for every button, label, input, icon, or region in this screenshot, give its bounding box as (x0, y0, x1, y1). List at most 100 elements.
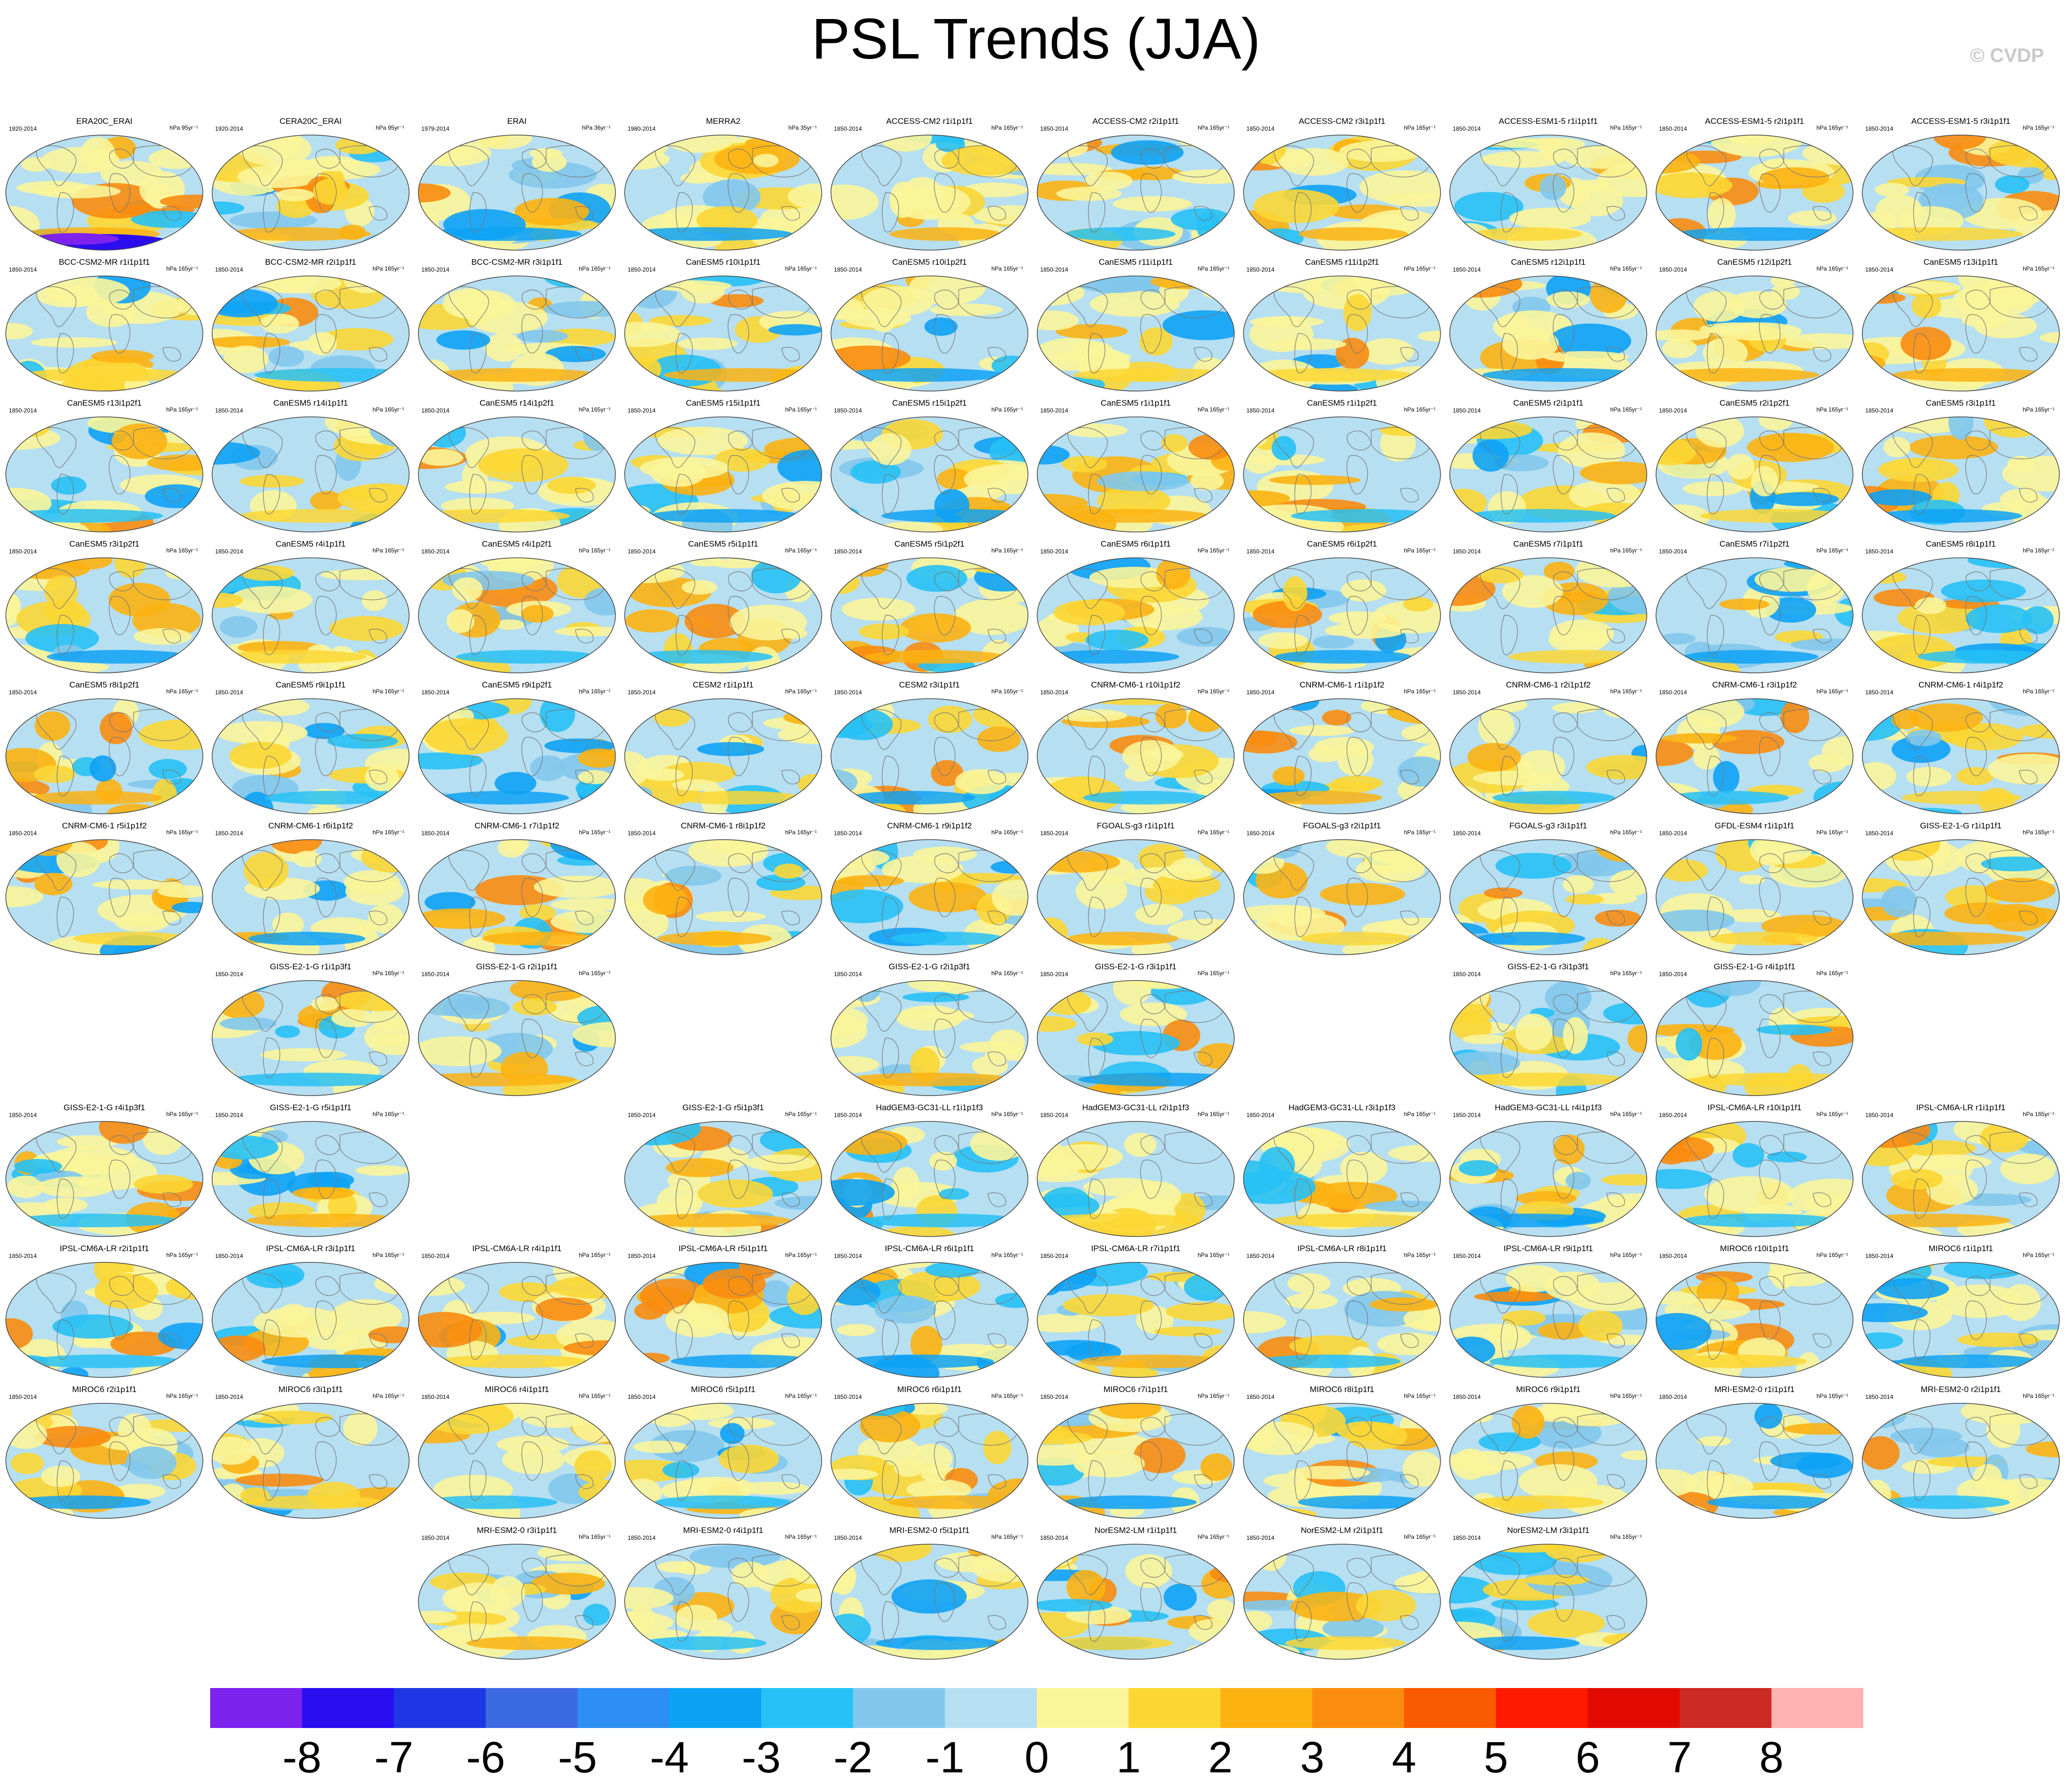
panel-units: hPa 165yr⁻¹ (166, 265, 198, 272)
globe-map (1656, 1121, 1854, 1237)
globe-map (5, 416, 203, 532)
panel-years: 1850-2014 (421, 1394, 450, 1400)
panel-years: 1850-2014 (1453, 971, 1481, 978)
map-panel: CanESM5 r4i1p1f1 1850-2014 hPa 165yr⁻¹ (208, 537, 413, 679)
panel-years: 1850-2014 (834, 1112, 862, 1119)
globe-map (212, 557, 410, 673)
panel-years: 1850-2014 (1453, 1112, 1481, 1119)
map-panel: MRI-ESM2-0 r5i1p1f1 1850-2014 hPa 165yr⁻¹ (827, 1524, 1032, 1665)
globe-map (1037, 980, 1235, 1096)
panel-title: IPSL-CM6A-LR r10i1p1f1 (1707, 1103, 1802, 1112)
map-panel: CESM2 r1i1p1f1 1850-2014 hPa 165yr⁻¹ (621, 678, 826, 820)
globe-map (624, 416, 822, 532)
map-panel: CanESM5 r5i1p1f1 1850-2014 hPa 165yr⁻¹ (621, 537, 826, 679)
panel-title: CNRM-CM6-1 r10i1p1f2 (1091, 680, 1181, 689)
map-panel: MIROC6 r8i1p1f1 1850-2014 hPa 165yr⁻¹ (1240, 1383, 1444, 1524)
globe-map (212, 1403, 410, 1519)
panel-title: CanESM5 r14i1p1f1 (273, 398, 348, 408)
panel-years: 1850-2014 (1453, 548, 1481, 555)
panel-units: hPa 165yr⁻¹ (578, 970, 611, 977)
map-panel: IPSL-CM6A-LR r3i1p1f1 1850-2014 hPa 165yr⁻… (208, 1242, 413, 1383)
panel-title: BCC-CSM2-MR r1i1p1f1 (59, 257, 150, 267)
panel-units: hPa 95yr⁻¹ (169, 124, 198, 131)
panel-units: hPa 165yr⁻¹ (372, 1111, 404, 1118)
panel-title: MRI-ESM2-0 r4i1p1f1 (683, 1526, 764, 1535)
panel-title: MIROC6 r5i1p1f1 (691, 1385, 756, 1394)
panel-title: MIROC6 r8i1p1f1 (1309, 1385, 1375, 1394)
panel-title: MRI-ESM2-0 r2i1p1f1 (1920, 1385, 2001, 1394)
panel-years: 1850-2014 (215, 1394, 243, 1400)
panel-title: IPSL-CM6A-LR r5i1p1f1 (678, 1244, 768, 1253)
panel-units: hPa 165yr⁻¹ (1403, 547, 1436, 554)
globe-map (624, 1544, 822, 1660)
panel-units: hPa 165yr⁻¹ (372, 1252, 404, 1258)
panel-years: 1850-2014 (628, 266, 656, 273)
panel-units: hPa 165yr⁻¹ (372, 406, 404, 413)
panel-title: IPSL-CM6A-LR r2i1p1f1 (59, 1244, 149, 1253)
panel-units: hPa 165yr⁻¹ (785, 265, 817, 272)
panel-years: 1850-2014 (9, 407, 37, 414)
map-panel: MIROC6 r3i1p1f1 1850-2014 hPa 165yr⁻¹ (208, 1383, 413, 1524)
panel-title: HadGEM3-GC31-LL r4i1p1f3 (1495, 1103, 1602, 1112)
panel-units: hPa 165yr⁻¹ (1403, 829, 1436, 836)
globe-map (624, 135, 822, 251)
panel-units: hPa 165yr⁻¹ (1816, 124, 1848, 131)
panel-units: hPa 165yr⁻¹ (1403, 1393, 1436, 1399)
panel-title: MRI-ESM2-0 r3i1p1f1 (476, 1526, 557, 1535)
panel-units: hPa 165yr⁻¹ (1816, 1252, 1848, 1258)
panel-units: hPa 165yr⁻¹ (785, 547, 817, 554)
map-panel: CanESM5 r13i1p2f1 1850-2014 hPa 165yr⁻¹ (2, 396, 207, 538)
panel-title: CanESM5 r11i1p2f1 (1305, 257, 1379, 267)
map-panel: CanESM5 r3i1p1f1 1850-2014 hPa 165yr⁻¹ (1858, 396, 2063, 538)
panel-years: 1850-2014 (1453, 689, 1481, 696)
panel-years: 1850-2014 (628, 1112, 656, 1119)
globe-map (830, 1544, 1028, 1660)
colorbar-tick-label: 1 (1116, 1733, 1141, 1782)
globe-map (1862, 135, 2060, 251)
panel-years: 1850-2014 (1453, 125, 1481, 132)
map-panel: CanESM5 r2i1p2f1 1850-2014 hPa 165yr⁻¹ (1652, 396, 1857, 538)
panel-title: NorESM2-LM r2i1p1f1 (1301, 1526, 1383, 1535)
globe-map (1862, 275, 2060, 392)
colorbar-tick-label: -1 (925, 1733, 965, 1782)
panel-units: hPa 165yr⁻¹ (785, 1252, 817, 1258)
panel-years: 1850-2014 (215, 689, 243, 696)
panel-units: hPa 165yr⁻¹ (1610, 1533, 1642, 1540)
map-panel: HadGEM3-GC31-LL r3i1p1f3 1850-2014 hPa 165… (1240, 1101, 1444, 1242)
panel-years: 1850-2014 (1246, 1394, 1275, 1400)
panel-title: GISS-E2-1-G r5i1p3f1 (682, 1103, 764, 1112)
globe-map (418, 1544, 616, 1660)
panel-title: CanESM5 r5i1p2f1 (894, 539, 965, 549)
panel-units: hPa 165yr⁻¹ (1197, 547, 1229, 554)
panel-title: ACCESS-CM2 r3i1p1f1 (1299, 117, 1385, 126)
panel-title: CanESM5 r13i1p1f1 (1923, 257, 1998, 267)
panel-units: hPa 165yr⁻¹ (2022, 265, 2054, 272)
panel-title: HadGEM3-GC31-LL r3i1p1f3 (1288, 1103, 1396, 1112)
panel-units: hPa 165yr⁻¹ (991, 1533, 1023, 1540)
panel-units: hPa 165yr⁻¹ (991, 688, 1023, 695)
panel-title: GISS-E2-1-G r3i1p1f1 (1095, 962, 1177, 971)
panel-title: ERAI (507, 117, 527, 126)
map-panel: CNRM-CM6-1 r1i1p1f2 1850-2014 hPa 165yr⁻¹ (1240, 678, 1444, 820)
panel-units: hPa 165yr⁻¹ (578, 688, 611, 695)
map-panel: GFDL-ESM4 r1i1p1f1 1850-2014 hPa 165yr⁻¹ (1652, 819, 1857, 961)
panel-title: CanESM5 r15i1p2f1 (892, 398, 967, 408)
panel-units: hPa 165yr⁻¹ (372, 265, 404, 272)
panel-title: BCC-CSM2-MR r2i1p1f1 (265, 257, 356, 267)
map-panel: CanESM5 r8i1p1f1 1850-2014 hPa 165yr⁻¹ (1858, 537, 2063, 679)
panel-title: CanESM5 r1i1p1f1 (1101, 398, 1171, 408)
panel-years: 1979-2014 (421, 125, 450, 132)
globe-map (1037, 135, 1235, 251)
panel-title: MIROC6 r3i1p1f1 (278, 1385, 343, 1394)
map-panel: IPSL-CM6A-LR r1i1p1f1 1850-2014 hPa 165yr⁻… (1858, 1101, 2063, 1242)
panel-units: hPa 165yr⁻¹ (166, 1393, 198, 1399)
panel-title: GISS-E2-1-G r2i1p3f1 (888, 962, 970, 971)
globe-map (624, 557, 822, 673)
panel-title: NorESM2-LM r3i1p1f1 (1507, 1526, 1590, 1535)
panel-units: hPa 165yr⁻¹ (578, 547, 611, 554)
panel-years: 1850-2014 (834, 971, 862, 978)
panel-title: CNRM-CM6-1 r8i1p1f2 (681, 821, 766, 830)
panel-years: 1850-2014 (1246, 266, 1275, 273)
panel-title: CanESM5 r11i1p1f1 (1099, 257, 1173, 267)
panel-title: CanESM5 r6i1p1f1 (1101, 539, 1171, 549)
